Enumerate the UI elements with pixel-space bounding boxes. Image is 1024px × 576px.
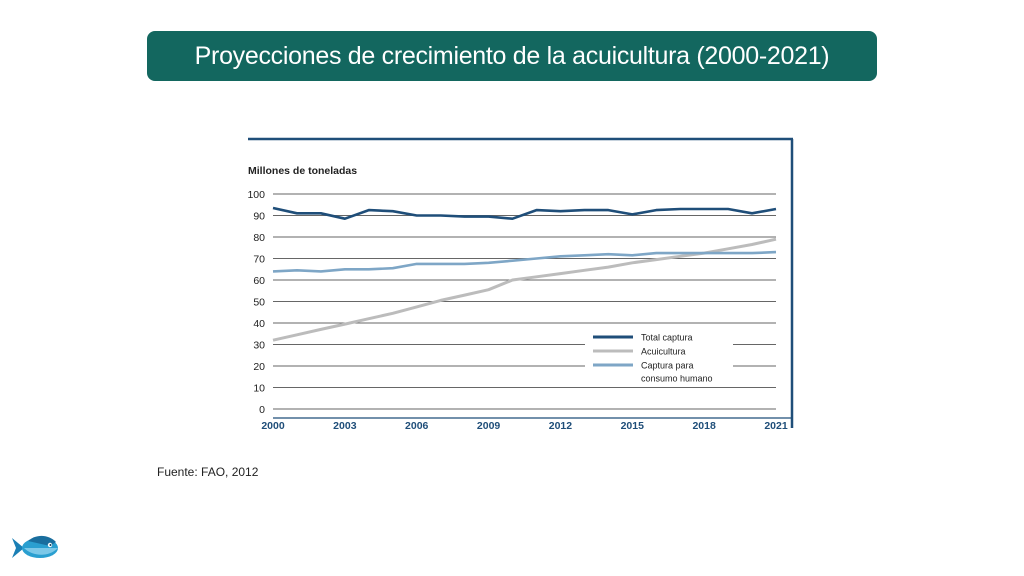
y-tick-label: 70 [253,254,265,266]
y-tick-label: 80 [253,232,265,244]
legend-label: Acuicultura [641,347,686,357]
series-line [272,206,777,220]
y-tick-label: 50 [253,297,265,309]
x-tick-label: 2006 [405,420,429,432]
x-tick-label: 2000 [261,420,285,432]
x-tick-labels: 2000 2003 2006 2009 2012 2015 2018 2021 [261,420,788,432]
x-tick-label: 2003 [333,420,357,432]
y-tick-label: 90 [253,211,265,223]
slide-title: Proyecciones de crecimiento de la acuicu… [194,41,830,70]
title-bar: Proyecciones de crecimiento de la acuicu… [147,31,877,81]
y-tick-label: 60 [253,275,265,287]
chart-frame [248,138,792,434]
y-tick-label: 30 [253,340,265,352]
x-tick-label: 2015 [621,420,645,432]
fish-icon [10,530,62,566]
series-line [272,250,777,273]
y-tick-label: 10 [253,383,265,395]
x-tick-label: 2018 [692,420,716,432]
legend-box [585,324,733,386]
x-tick-label: 2009 [477,420,501,432]
y-tick-label: 40 [253,318,265,330]
y-tick-label: 100 [247,189,265,201]
y-tick-labels: 0 10 20 30 40 50 60 70 80 90 100 [247,189,265,416]
chart-svg: Millones de toneladas 0 10 20 30 40 50 60 70 80 9… [247,137,794,434]
y-tick-label: 20 [253,361,265,373]
chart: Millones de toneladas 0 10 20 30 40 50 60 70 80 9… [245,128,805,438]
legend-label: Captura para consumo humano [641,361,713,384]
x-tick-label: 2012 [549,420,573,432]
series-line [272,237,777,342]
source-note: Fuente: FAO, 2012 [157,465,259,479]
legend: Total captura Acuicultura Captura para cons… [585,324,733,386]
series-lines [272,206,777,342]
y-axis-label: Millones de toneladas [248,165,357,177]
x-tick-label: 2021 [764,420,788,432]
legend-label: Total captura [641,333,693,343]
y-tick-label: 0 [259,404,265,416]
